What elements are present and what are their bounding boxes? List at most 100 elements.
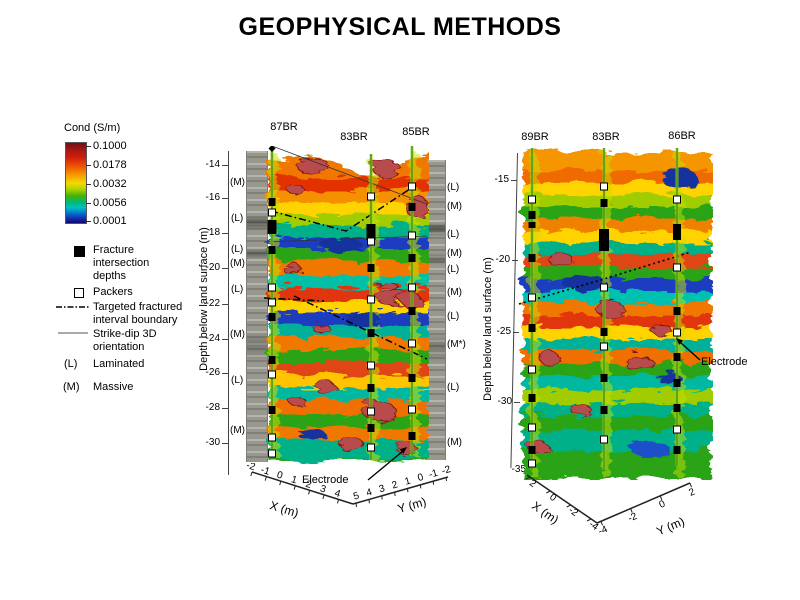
- y-tick: 3: [378, 483, 387, 495]
- lithology-label: (M): [447, 437, 462, 448]
- colorbar-tick-label: 0.0001: [93, 215, 127, 227]
- x-tick: -1: [259, 465, 271, 478]
- lithology-label: (L): [231, 244, 244, 255]
- left-y-axis-label: Y (m): [396, 494, 428, 515]
- colorbar-tick: [86, 221, 91, 222]
- massive-symbol: (M): [63, 381, 80, 393]
- left-floor-axes: -2 -1 0 1 2 3 4 5 4 3 2 1 0 -1 -2 X (m) …: [245, 463, 453, 520]
- borehole-label-85br: 85BR: [402, 126, 430, 138]
- borehole-86br: [673, 148, 681, 466]
- conductivity-bands: [266, 149, 427, 462]
- x-tick: 0: [547, 492, 558, 504]
- right-electrode-arrow: [676, 338, 701, 361]
- lithology-label: (L): [231, 213, 244, 224]
- strike-dip-lines: [264, 146, 428, 243]
- tick: [222, 165, 228, 166]
- tick: [514, 402, 520, 403]
- borehole-83br: [599, 148, 609, 470]
- x-tick: 2: [304, 479, 313, 491]
- borehole-83br: [366, 154, 376, 460]
- left-electrode-label: Electrode: [302, 474, 349, 486]
- electrode-marker: [268, 146, 276, 153]
- colorbar-tick: [86, 146, 91, 147]
- borehole-label-83br: 83BR: [592, 131, 620, 143]
- depth-tick: -30: [497, 396, 512, 407]
- tick: [222, 373, 228, 374]
- borehole-85br: [408, 146, 416, 456]
- high-conductivity-blobs: [279, 153, 427, 453]
- depth-tick: -14: [205, 159, 220, 170]
- left-electrode-arrow: [367, 447, 407, 481]
- right-floor-axes: 2 0 -2 -4 -4 -2 0 2 X (m) Y (m): [525, 474, 697, 538]
- fracture-intersection-markers: [673, 224, 681, 454]
- tick: [222, 304, 228, 305]
- colorbar-tick-label: 0.0178: [93, 159, 127, 171]
- tick: [512, 260, 518, 261]
- depth-tick: -25: [496, 326, 511, 337]
- y-tick: 5: [352, 490, 361, 502]
- borehole-label-86br: 86BR: [668, 130, 696, 142]
- open-square-icon: [74, 288, 84, 298]
- slide-title: GEOPHYSICAL METHODS: [238, 13, 562, 41]
- lithology-label: (M): [447, 248, 462, 259]
- x-tick: 4: [333, 488, 342, 500]
- x-tick: 1: [290, 474, 299, 486]
- legend-item-label: Targeted fractured interval boundary: [93, 301, 183, 326]
- thin-line-icon: [58, 332, 88, 334]
- packer-markers: [408, 182, 416, 414]
- depth-tick: -20: [495, 254, 510, 265]
- y-tick: 0: [416, 472, 425, 484]
- tick: [222, 198, 228, 199]
- colorbar: [65, 142, 87, 224]
- lithology-label: (M): [447, 201, 462, 212]
- borehole-label-83br: 83BR: [340, 131, 368, 143]
- depth-tick: -20: [205, 262, 220, 273]
- packer-markers: [367, 192, 375, 452]
- right-x-axis-label: X (m): [529, 499, 561, 527]
- lithology-label: (M): [230, 177, 245, 188]
- lithology-label: (M*): [447, 339, 466, 350]
- depth-tick: -18: [205, 227, 220, 238]
- depth-tick: -16: [205, 192, 220, 203]
- lithology-label: (L): [447, 264, 460, 275]
- conductivity-bands: [520, 150, 710, 476]
- depth-tick: -24: [205, 333, 220, 344]
- legend-item-label: Fracture intersection depths: [93, 244, 150, 282]
- colorbar-tick: [86, 184, 91, 185]
- depth-tick: -15: [494, 174, 509, 185]
- y-tick: 1: [404, 476, 413, 488]
- x-tick: 0: [275, 470, 284, 482]
- lithology-label: (L): [447, 229, 460, 240]
- tick: [222, 339, 228, 340]
- depth-tick: -26: [205, 367, 220, 378]
- y-tick: 4: [365, 487, 374, 499]
- y-tick: -4: [597, 524, 610, 538]
- x-tick: 3: [319, 483, 328, 495]
- tick: [513, 332, 519, 333]
- low-conductivity-blobs: [295, 235, 377, 438]
- packer-markers: [268, 208, 276, 458]
- colorbar-tick-label: 0.0056: [93, 197, 127, 209]
- packer-markers: [528, 195, 536, 468]
- packer-markers: [673, 195, 681, 434]
- x-tick: 2: [527, 478, 538, 490]
- colorbar-tick: [86, 165, 91, 166]
- lithology-label: (M): [230, 425, 245, 436]
- laminated-symbol: (L): [64, 358, 78, 370]
- y-tick: -2: [626, 511, 639, 525]
- left-depth-axis: [228, 151, 229, 475]
- fracture-intersection-markers: [408, 203, 416, 440]
- colorbar-tick-label: 0.1000: [93, 140, 127, 152]
- legend-item-label: Strike-dip 3D orientation: [93, 328, 157, 353]
- left-tomography: [264, 146, 428, 462]
- borehole-label-87br: 87BR: [270, 121, 298, 133]
- tick: [222, 408, 228, 409]
- legend-item-label: Laminated: [93, 358, 145, 370]
- tick: [511, 180, 517, 181]
- borehole-89br: [528, 148, 536, 470]
- y-tick: -1: [428, 468, 440, 481]
- depth-tick: -22: [205, 298, 220, 309]
- x-tick: -2: [245, 463, 257, 473]
- y-tick: 2: [391, 479, 400, 491]
